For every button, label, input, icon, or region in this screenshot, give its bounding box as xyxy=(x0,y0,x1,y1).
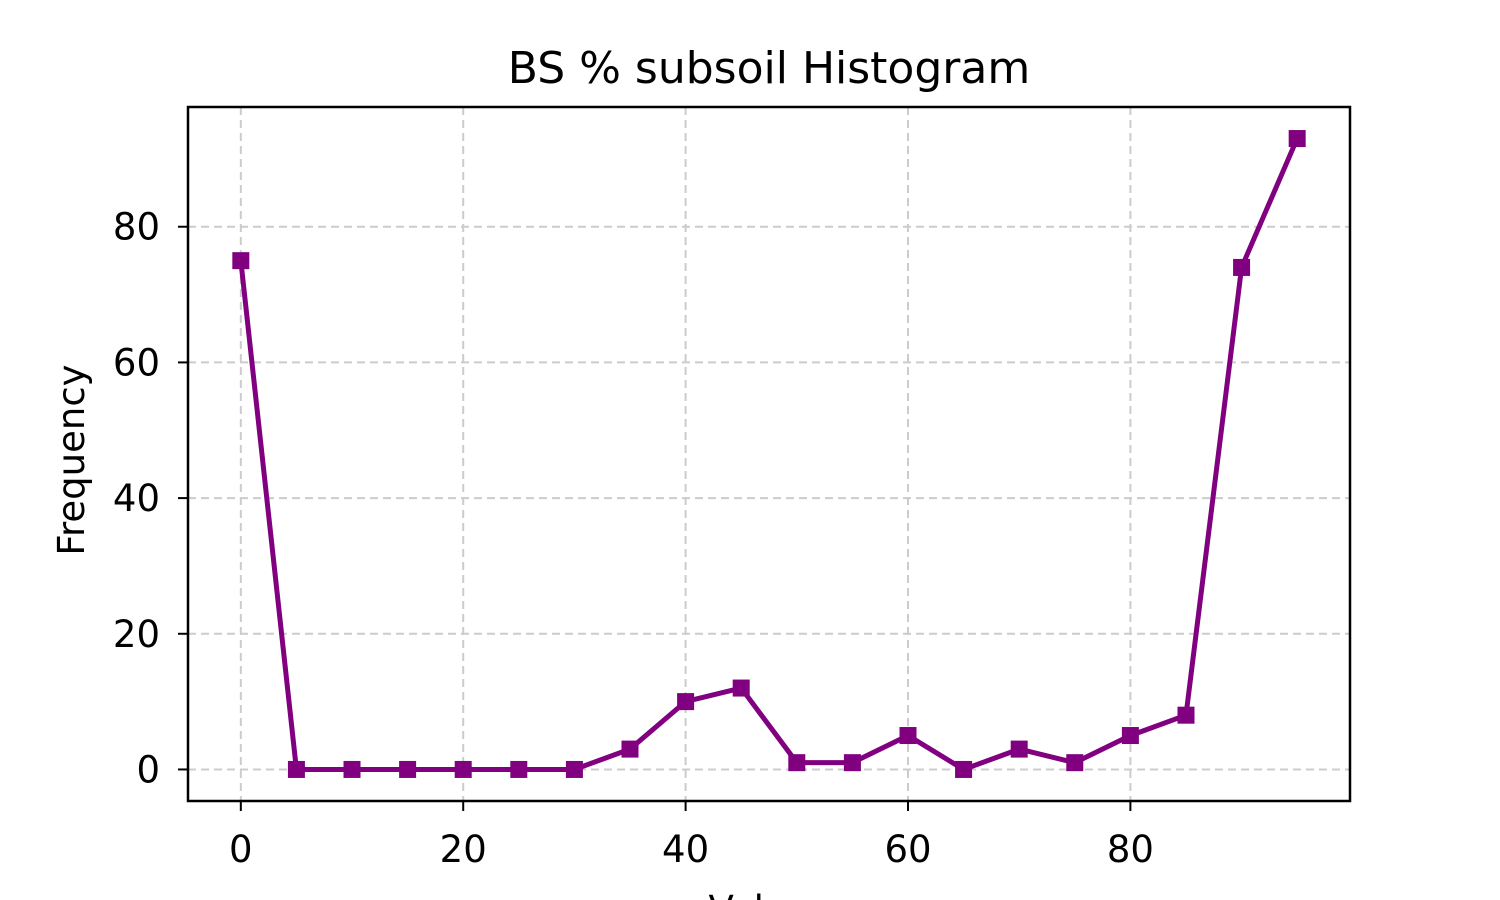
grid-lines xyxy=(188,107,1350,801)
data-point-1 xyxy=(287,760,305,778)
data-point-19 xyxy=(1288,130,1306,148)
x-tick-label-4: 80 xyxy=(1107,828,1154,871)
chart-title: BS % subsoil Histogram xyxy=(508,43,1030,94)
x-tick-label-2: 40 xyxy=(662,828,709,871)
data-point-11 xyxy=(843,754,861,772)
data-point-6 xyxy=(565,760,583,778)
data-point-10 xyxy=(788,754,806,772)
data-point-2 xyxy=(343,760,361,778)
data-point-3 xyxy=(399,760,417,778)
data-point-18 xyxy=(1233,258,1251,276)
data-point-9 xyxy=(732,679,750,697)
data-series xyxy=(232,130,1306,778)
y-tick-label-3: 60 xyxy=(113,341,160,384)
y-tick-label-0: 0 xyxy=(136,748,160,791)
series-line-0 xyxy=(238,137,1300,772)
data-point-8 xyxy=(677,693,695,711)
y-axis-label: Frequency xyxy=(50,364,93,555)
data-point-12 xyxy=(899,727,917,745)
data-point-0 xyxy=(232,252,250,270)
axis-ticks: 0 20 40 60 80 0 20 40 60 80 xyxy=(113,206,1154,871)
x-axis-label: Values xyxy=(709,888,830,900)
data-point-14 xyxy=(1010,740,1028,758)
data-point-7 xyxy=(621,740,639,758)
x-tick-label-1: 20 xyxy=(440,828,487,871)
data-point-17 xyxy=(1177,706,1195,724)
data-point-15 xyxy=(1066,754,1084,772)
y-tick-label-4: 80 xyxy=(113,206,160,249)
data-point-16 xyxy=(1121,727,1139,745)
y-tick-label-1: 20 xyxy=(113,613,160,656)
data-point-4 xyxy=(454,760,472,778)
y-tick-label-2: 40 xyxy=(113,477,160,520)
plot-frame xyxy=(186,105,1352,803)
x-tick-label-3: 60 xyxy=(884,828,931,871)
x-tick-label-0: 0 xyxy=(229,828,253,871)
data-point-5 xyxy=(510,760,528,778)
data-point-13 xyxy=(955,760,973,778)
